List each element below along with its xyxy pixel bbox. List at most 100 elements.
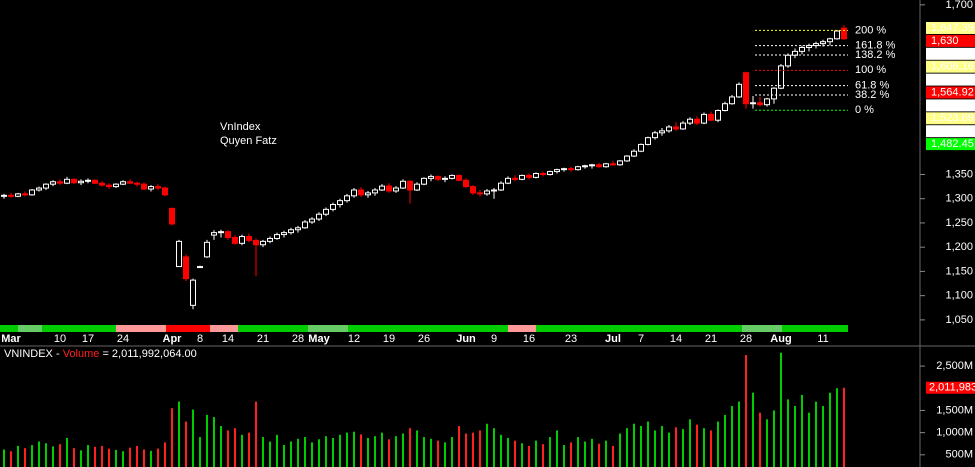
candle-body <box>1 194 7 197</box>
candle-body <box>197 266 203 269</box>
price-tag <box>926 73 975 86</box>
candle-body <box>596 164 602 168</box>
volume-bar <box>479 430 481 467</box>
fib-label: 0 % <box>855 104 874 116</box>
candle-body <box>169 207 175 225</box>
candle-body <box>99 182 105 186</box>
candle-body <box>400 180 406 189</box>
volume-bar <box>66 437 68 467</box>
volume-bar <box>444 442 446 467</box>
price-tag <box>926 99 975 112</box>
volume-bar <box>647 421 649 467</box>
candle-body <box>736 83 742 98</box>
candle-body <box>50 181 56 185</box>
session-strip <box>742 325 782 332</box>
volume-bar <box>815 401 817 467</box>
candle-body <box>253 239 259 246</box>
volume-bar <box>38 441 40 467</box>
candle-body <box>120 181 126 185</box>
candle-body <box>428 175 434 179</box>
candle-body <box>491 189 497 192</box>
volume-bar <box>262 437 264 467</box>
volume-bar <box>339 434 341 467</box>
candle-body <box>610 163 616 166</box>
volume-bar <box>584 441 586 467</box>
candle-body <box>687 118 693 124</box>
candle-body <box>603 163 609 168</box>
volume-bar <box>528 445 530 467</box>
candle-body <box>113 183 119 188</box>
volume-bar <box>3 449 5 467</box>
candle-body <box>505 177 511 184</box>
volume-bar <box>157 448 159 467</box>
volume-bar <box>689 419 691 467</box>
session-strip <box>508 325 536 332</box>
candle-body <box>722 103 728 112</box>
volume-bar <box>780 352 782 467</box>
x-tick-label: 23 <box>565 333 577 345</box>
candle-body <box>372 189 378 194</box>
candle-body <box>575 166 581 171</box>
volume-bar <box>150 450 152 467</box>
candle-body <box>204 241 210 258</box>
volume-bar <box>794 406 796 467</box>
candle-body <box>421 177 427 185</box>
x-tick-label: 8 <box>197 333 203 345</box>
candle-body <box>393 187 399 192</box>
candle-body <box>92 179 98 184</box>
candle-body <box>673 126 679 130</box>
y-tick-label: 1,200 <box>945 241 973 253</box>
y-tick-label: 1,000M <box>936 427 973 439</box>
price-tag <box>926 60 975 73</box>
volume-bar <box>409 428 411 467</box>
volume-bar <box>591 438 593 467</box>
candle-body <box>617 160 623 166</box>
volume-bar <box>374 436 376 467</box>
volume-bar <box>556 430 558 467</box>
volume-bar <box>129 447 131 467</box>
volume-bar <box>87 445 89 467</box>
volume-bar <box>73 448 75 467</box>
candle-body <box>344 195 350 202</box>
volume-bar <box>626 428 628 467</box>
candle-body <box>330 204 336 210</box>
candle-body <box>631 150 637 157</box>
volume-bar <box>598 443 600 467</box>
candle-body <box>456 174 462 181</box>
candle-body <box>232 236 238 244</box>
candle-body <box>57 181 63 184</box>
volume-bar <box>507 437 509 467</box>
x-tick-label: Aug <box>770 333 791 345</box>
legend-value: = 2,011,992,064.00 <box>102 348 196 360</box>
volume-bar <box>59 444 61 467</box>
volume-bar <box>451 437 453 467</box>
candle-body <box>463 179 469 188</box>
candle-body <box>540 173 546 176</box>
volume-bar <box>367 437 369 467</box>
x-tick-label: 21 <box>705 333 717 345</box>
candle-body <box>729 96 735 105</box>
volume-bar <box>346 432 348 467</box>
candle-body <box>225 231 231 238</box>
candle-body <box>519 174 525 180</box>
candle-body <box>85 179 91 182</box>
candle-body <box>582 165 588 168</box>
y-tick-label: 1,300 <box>945 193 973 205</box>
candle-body <box>771 87 777 100</box>
candle-body <box>624 155 630 162</box>
candle-body <box>715 110 721 121</box>
candle-body <box>295 227 301 231</box>
volume-bar <box>738 401 740 467</box>
candle-body <box>218 231 224 234</box>
candle-body <box>267 237 273 242</box>
volume-bar <box>654 430 656 467</box>
x-tick-label: Jun <box>456 333 476 345</box>
volume-bar <box>759 412 761 467</box>
volume-bar <box>45 443 47 467</box>
volume-bar <box>577 437 579 467</box>
volume-bar <box>752 392 754 467</box>
volume-bar <box>360 434 362 467</box>
price-tag-label: 1,513.95 <box>931 125 974 137</box>
volume-bar <box>388 439 390 467</box>
volume-bar <box>661 425 663 467</box>
